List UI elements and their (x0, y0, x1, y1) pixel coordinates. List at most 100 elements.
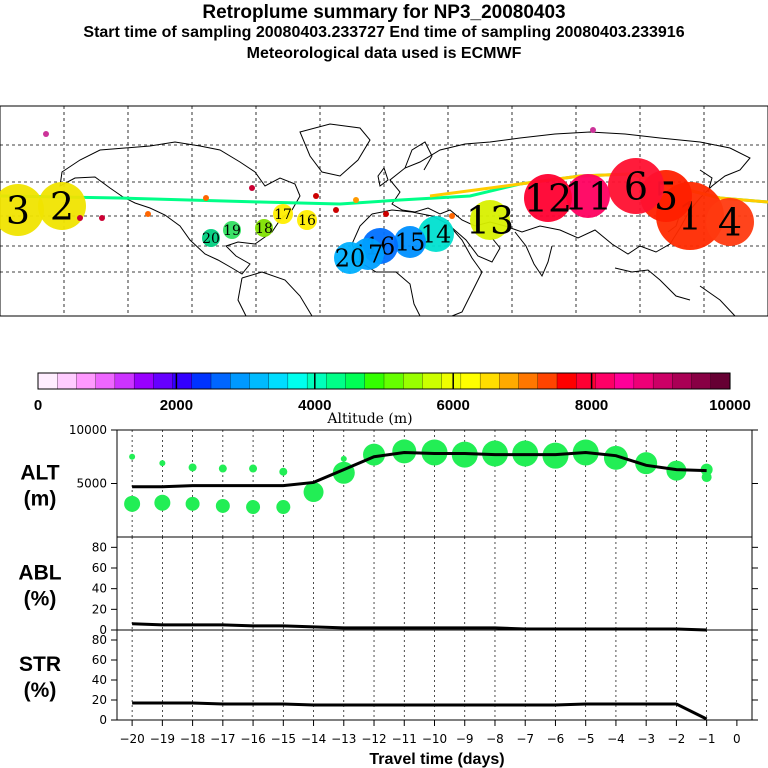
plume-circle (202, 229, 220, 247)
panel-ylabel-bottom: (%) (24, 588, 57, 611)
colorbar-cell (672, 372, 693, 390)
colorbar-cell (345, 372, 366, 390)
colorbar-cell (556, 372, 577, 390)
plume-circle (38, 182, 86, 230)
plume-marker (203, 195, 209, 201)
scatter-point (249, 464, 258, 473)
scatter-point (279, 467, 288, 476)
colorbar-cell (710, 372, 731, 390)
plume-circle (334, 242, 366, 274)
colorbar-cell (153, 372, 174, 390)
y-tick-label: 60 (92, 561, 107, 575)
colorbar-tick-label: 10000 (709, 397, 751, 414)
y-tick-label: 40 (92, 673, 107, 687)
plume-circle (566, 174, 610, 218)
panel-alt: 5000 10000 ALT (m) (20, 423, 758, 538)
plume-marker (77, 215, 83, 221)
colorbar-cell (691, 372, 712, 390)
panel-ylabel-top: ALT (20, 462, 59, 485)
colorbar-cell (57, 372, 77, 390)
scatter-point (159, 460, 166, 467)
colorbar-cell (614, 372, 635, 390)
series-line (132, 622, 707, 632)
plume-label: 15 (395, 228, 426, 256)
scatter-point (276, 500, 291, 515)
met-data-line: Meteorological data used is ECMWF (246, 45, 522, 62)
scatter-point (154, 494, 171, 511)
colorbar-cell (191, 372, 212, 390)
x-tick-label: −8 (486, 732, 504, 746)
colorbar-cell (518, 372, 539, 390)
panel-str: 0 20 40 60 80 STR (%) (19, 629, 758, 727)
plume-circle (223, 221, 241, 239)
colorbar-tick-label: 6000 (437, 397, 470, 414)
scatter-point (246, 500, 261, 515)
y-tick-label: 20 (92, 602, 107, 616)
colorbar-cell (499, 372, 520, 390)
x-tick-label: 0 (733, 732, 741, 746)
x-tick-label: −19 (150, 732, 175, 746)
colorbar-cell (133, 372, 154, 390)
x-tick-label: −17 (210, 732, 235, 746)
colorbar-tick-label: 2000 (160, 397, 193, 414)
plume-circle (706, 198, 754, 246)
plume-marker (449, 213, 455, 219)
y-tick-label: 0 (99, 713, 107, 727)
colorbar-cell (326, 372, 347, 390)
x-axis: −20 −19 −18 −17 −16 −15 −14 −13 −12 −11 −10 −9 −8 −7−… (119, 720, 741, 768)
x-tick-label: −20 (119, 732, 144, 746)
plume-marker (353, 197, 359, 203)
colorbar-cell (364, 372, 385, 390)
y-tick-label: 20 (92, 693, 107, 707)
plume-label: 13 (466, 198, 514, 242)
panel-ylabel-top: ABL (18, 562, 61, 585)
plume-marker (383, 211, 389, 217)
y-tick-label: 10000 (69, 423, 107, 437)
colorbar-cell (76, 372, 97, 390)
scatter-point (303, 482, 324, 503)
colorbar-cell (383, 372, 404, 390)
profile-panels: 5000 10000 ALT (m) 0 20 40 60 80 ABL (%) 0 20 40 60 80 S… (18, 423, 758, 768)
colorbar-cell (37, 372, 58, 390)
altitude-colorbar: 0 2000 4000 6000 8000 10000 Altitude (m) (34, 372, 751, 427)
colorbar-cell (576, 372, 596, 390)
plume-label: 19 (223, 223, 241, 239)
plume-circle (394, 226, 426, 258)
y-tick-label: 5000 (76, 477, 107, 491)
plume-marker (99, 215, 105, 221)
plume-circle (0, 184, 44, 236)
x-tick-label: −5 (577, 732, 595, 746)
panel-ylabel-bottom: (m) (24, 488, 57, 511)
plume-label: 18 (255, 221, 273, 237)
y-tick-label: 40 (92, 582, 107, 596)
colorbar-cell (114, 372, 135, 390)
colorbar-frame (37, 372, 731, 390)
scatter-point (701, 472, 712, 483)
colorbar-cell (595, 372, 616, 390)
plume-marker (43, 131, 49, 137)
panel-abl: 0 20 40 60 80 ABL (%) (18, 536, 758, 637)
colorbar-tick-label: 4000 (298, 397, 331, 414)
colorbar-cell (172, 372, 193, 390)
colorbar-cell (230, 372, 250, 390)
plume-label: 3 (6, 188, 30, 232)
sampling-time: Start time of sampling 20080403.233727 E… (83, 24, 685, 41)
x-tick-label: −18 (180, 732, 205, 746)
colorbar-cell (403, 372, 423, 390)
plume-marker (590, 127, 596, 133)
scatter-point (124, 495, 141, 512)
x-tick-label: −15 (271, 732, 296, 746)
plume-marker (313, 193, 319, 199)
y-tick-label: 80 (92, 540, 107, 554)
colorbar-cell (441, 372, 462, 390)
x-tick-label: −1 (698, 732, 716, 746)
panel-ylabel-bottom: (%) (24, 679, 57, 702)
colorbar-cell (460, 372, 481, 390)
x-tick-label: −16 (240, 732, 265, 746)
colorbar-tick-label: 0 (34, 397, 42, 414)
colorbar-cell (268, 372, 289, 390)
scatter-point (218, 464, 227, 473)
scatter-point (129, 453, 136, 460)
colorbar-cell (287, 372, 308, 390)
